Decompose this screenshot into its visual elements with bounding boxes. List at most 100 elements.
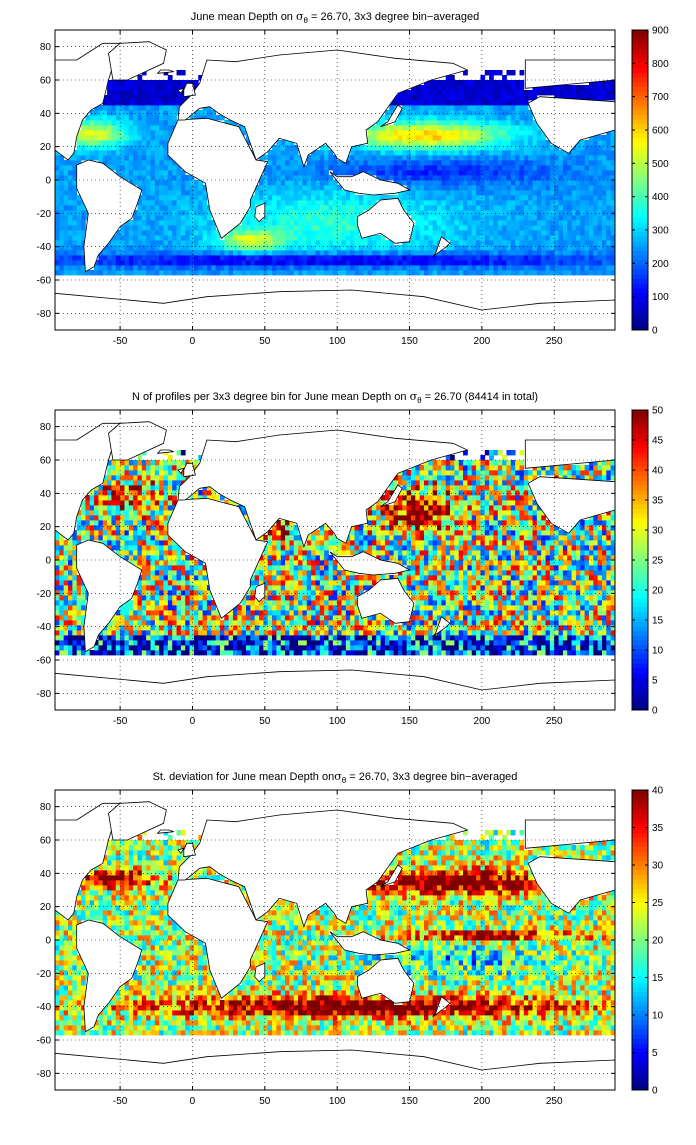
- heatmap-cell: [168, 585, 173, 590]
- heatmap-cell: [133, 510, 138, 515]
- heatmap-cell: [64, 645, 69, 650]
- heatmap-cell: [294, 255, 299, 260]
- heatmap-cell: [190, 250, 195, 255]
- heatmap-cell: [272, 230, 277, 235]
- heatmap-cell: [137, 520, 142, 525]
- heatmap-cell: [441, 110, 446, 115]
- heatmap-cell: [255, 620, 260, 625]
- heatmap-cell: [120, 120, 125, 125]
- heatmap-cell: [64, 630, 69, 635]
- heatmap-cell: [593, 235, 598, 240]
- heatmap-cell: [216, 625, 221, 630]
- x-tick-label: 100: [329, 336, 346, 347]
- heatmap-cell: [129, 605, 134, 610]
- heatmap-cell: [116, 480, 121, 485]
- heatmap-cell: [389, 250, 394, 255]
- heatmap-cell: [59, 160, 64, 165]
- heatmap-cell: [415, 225, 420, 230]
- heatmap-cell: [428, 160, 433, 165]
- heatmap-cell: [598, 170, 603, 175]
- heatmap-cell: [120, 610, 125, 615]
- heatmap-cell: [424, 250, 429, 255]
- heatmap-cell: [90, 270, 95, 275]
- heatmap-cell: [493, 135, 498, 140]
- heatmap-cell: [546, 145, 551, 150]
- heatmap-cell: [328, 190, 333, 195]
- heatmap-cell: [411, 135, 416, 140]
- heatmap-cell: [155, 130, 160, 135]
- heatmap-cell: [546, 200, 551, 205]
- heatmap-cell: [159, 570, 164, 575]
- heatmap-cell: [120, 630, 125, 635]
- heatmap-cell: [480, 170, 485, 175]
- heatmap-cell: [68, 230, 73, 235]
- heatmap-cell: [155, 510, 160, 515]
- heatmap-cell: [268, 605, 273, 610]
- heatmap-cell: [585, 235, 590, 240]
- heatmap-cell: [307, 210, 312, 215]
- heatmap-cell: [454, 180, 459, 185]
- heatmap-cell: [428, 245, 433, 250]
- heatmap-cell: [198, 235, 203, 240]
- heatmap-cell: [506, 175, 511, 180]
- heatmap-cell: [129, 245, 134, 250]
- heatmap-cell: [541, 165, 546, 170]
- heatmap-cell: [398, 120, 403, 125]
- heatmap-cell: [576, 265, 581, 270]
- heatmap-cell: [272, 190, 277, 195]
- heatmap-cell: [151, 205, 156, 210]
- heatmap-cell: [120, 250, 125, 255]
- heatmap-cell: [250, 260, 255, 265]
- heatmap-cell: [511, 175, 516, 180]
- heatmap-cell: [328, 160, 333, 165]
- heatmap-cell: [402, 155, 407, 160]
- heatmap-cell: [489, 250, 494, 255]
- heatmap-cell: [237, 265, 242, 270]
- heatmap-cell: [116, 545, 121, 550]
- heatmap-cell: [302, 180, 307, 185]
- heatmap-cell: [511, 250, 516, 255]
- heatmap-cell: [59, 630, 64, 635]
- heatmap-cell: [190, 205, 195, 210]
- heatmap-cell: [172, 180, 177, 185]
- heatmap-cell: [281, 265, 286, 270]
- heatmap-cell: [116, 255, 121, 260]
- heatmap-cell: [598, 190, 603, 195]
- heatmap-cell: [155, 165, 160, 170]
- heatmap-cell: [190, 565, 195, 570]
- heatmap-cell: [446, 230, 451, 235]
- heatmap-cell: [142, 620, 147, 625]
- heatmap-cell: [90, 520, 95, 525]
- heatmap-cell: [563, 205, 568, 210]
- heatmap-cell: [385, 160, 390, 165]
- heatmap-cell: [111, 240, 116, 245]
- heatmap-cell: [446, 125, 451, 130]
- heatmap-cell: [450, 125, 455, 130]
- heatmap-cell: [411, 190, 416, 195]
- heatmap-cell: [55, 270, 60, 275]
- heatmap-cell: [411, 100, 416, 105]
- heatmap-cell: [263, 235, 268, 240]
- heatmap-cell: [520, 225, 525, 230]
- heatmap-cell: [528, 180, 533, 185]
- heatmap-cell: [59, 565, 64, 570]
- heatmap-cell: [77, 235, 82, 240]
- heatmap-cell: [151, 465, 156, 470]
- heatmap-cell: [567, 215, 572, 220]
- heatmap-cell: [98, 495, 103, 500]
- heatmap-cell: [142, 565, 147, 570]
- heatmap-cell: [593, 140, 598, 145]
- heatmap-cell: [520, 210, 525, 215]
- heatmap-cell: [576, 230, 581, 235]
- heatmap-cell: [281, 175, 286, 180]
- heatmap-cell: [142, 80, 147, 85]
- heatmap-cell: [168, 595, 173, 600]
- heatmap-cell: [220, 240, 225, 245]
- heatmap-cell: [428, 105, 433, 110]
- heatmap-cell: [237, 225, 242, 230]
- heatmap-cell: [441, 160, 446, 165]
- heatmap-cell: [116, 465, 121, 470]
- heatmap-cell: [285, 230, 290, 235]
- heatmap-cell: [446, 180, 451, 185]
- heatmap-cell: [554, 185, 559, 190]
